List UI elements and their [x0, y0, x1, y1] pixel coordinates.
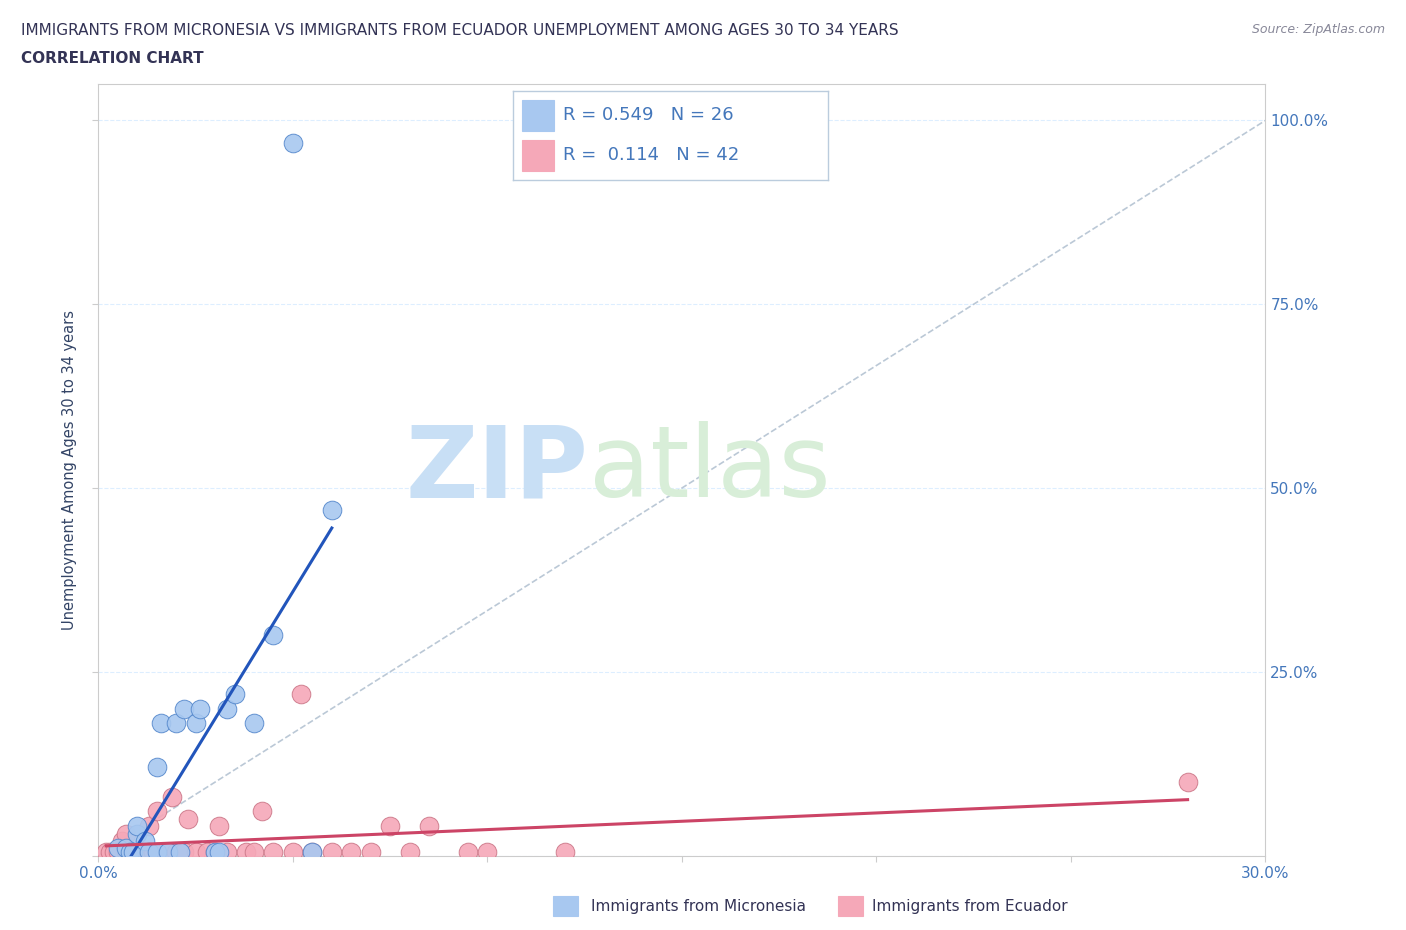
Point — [457, 844, 479, 859]
Point — [321, 502, 343, 517]
Point — [118, 844, 141, 859]
Point — [224, 686, 246, 701]
Point — [142, 844, 165, 859]
Point — [1177, 775, 1199, 790]
Point — [149, 716, 172, 731]
Point — [146, 760, 169, 775]
Point — [250, 804, 273, 819]
Point — [378, 818, 402, 833]
Point — [177, 811, 200, 826]
Point — [127, 826, 149, 841]
Point — [554, 844, 576, 859]
Point — [107, 844, 129, 859]
Point — [169, 844, 191, 859]
Point — [290, 686, 312, 701]
Text: ZIP: ZIP — [406, 421, 589, 518]
Point — [138, 844, 160, 859]
Point — [398, 844, 420, 859]
Point — [165, 716, 187, 731]
Point — [281, 844, 304, 859]
Point — [162, 790, 184, 804]
Point — [98, 844, 121, 859]
Point — [340, 844, 363, 859]
Point — [122, 844, 145, 859]
Point — [146, 804, 169, 819]
Point — [114, 841, 136, 856]
Point — [243, 716, 266, 731]
Point — [262, 628, 284, 643]
Point — [129, 844, 152, 859]
Point — [208, 844, 231, 859]
Point — [165, 844, 187, 859]
Point — [157, 844, 180, 859]
Point — [134, 833, 156, 848]
Point — [195, 844, 218, 859]
Point — [127, 818, 149, 833]
Point — [96, 844, 118, 859]
Point — [188, 701, 211, 716]
Text: CORRELATION CHART: CORRELATION CHART — [21, 51, 204, 66]
Point — [204, 844, 226, 859]
Point — [173, 701, 195, 716]
Point — [281, 135, 304, 150]
Point — [243, 844, 266, 859]
Point — [215, 844, 238, 859]
Text: IMMIGRANTS FROM MICRONESIA VS IMMIGRANTS FROM ECUADOR UNEMPLOYMENT AMONG AGES 30: IMMIGRANTS FROM MICRONESIA VS IMMIGRANTS… — [21, 23, 898, 38]
Point — [184, 844, 207, 859]
Text: Immigrants from Ecuador: Immigrants from Ecuador — [872, 899, 1067, 914]
Point — [215, 701, 238, 716]
Text: Immigrants from Micronesia: Immigrants from Micronesia — [591, 899, 806, 914]
Point — [418, 818, 440, 833]
Text: Source: ZipAtlas.com: Source: ZipAtlas.com — [1251, 23, 1385, 36]
Point — [169, 844, 191, 859]
Point — [103, 844, 125, 859]
Bar — [553, 896, 578, 916]
Point — [184, 716, 207, 731]
Point — [235, 844, 257, 859]
Point — [360, 844, 382, 859]
Text: atlas: atlas — [589, 421, 830, 518]
Point — [134, 844, 156, 859]
Y-axis label: Unemployment Among Ages 30 to 34 years: Unemployment Among Ages 30 to 34 years — [62, 310, 77, 630]
Point — [321, 844, 343, 859]
Point — [262, 844, 284, 859]
Point — [477, 844, 499, 859]
Point — [146, 844, 169, 859]
Bar — [838, 896, 863, 916]
Point — [138, 818, 160, 833]
Point — [114, 844, 136, 859]
Point — [301, 844, 323, 859]
Point — [208, 818, 231, 833]
Point — [173, 844, 195, 859]
Point — [127, 844, 149, 859]
Point — [107, 841, 129, 856]
Point — [111, 833, 134, 848]
Point — [204, 844, 226, 859]
Point — [114, 826, 136, 841]
Point — [301, 844, 323, 859]
Point — [157, 844, 180, 859]
Point — [118, 844, 141, 859]
